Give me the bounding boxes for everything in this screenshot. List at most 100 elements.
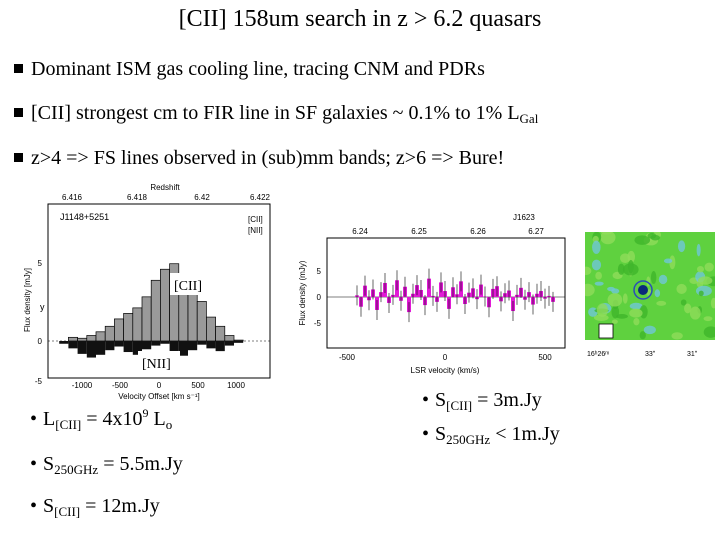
map-contour-blob [643,325,656,335]
map-contour-blob [654,289,661,298]
x-tick-label: -500 [339,353,356,362]
nii-bar [68,341,78,349]
x-tick-label: -1000 [72,381,93,390]
cii-bar [233,339,244,342]
map-contour-blob [656,300,667,306]
map-contour-blob [671,332,683,340]
spectrum-bars [59,263,244,358]
x-tick-label: 500 [538,353,552,362]
nii-bar [114,341,124,347]
stat-value: = 5.5m.Jy [98,453,183,475]
bullet-dot-icon: • [422,423,430,445]
stat-unit: L [148,408,166,430]
nii-bar [151,341,161,346]
j1623-spectrum-plot: J1623 6.24 6.25 6.26 6.27 Flux density (… [298,213,566,375]
x-axis-label: LSR velocity (km/s) [411,366,480,375]
annotation-bg [138,351,180,373]
map-tick-label: 33ʺ [645,350,656,358]
bullet-item: z>4 => FS lines observed in (sub)mm band… [14,147,504,170]
map-contour-blob [591,259,602,271]
map-contour-blob [696,243,701,257]
cii-bar [114,318,124,342]
map-background [585,232,715,340]
map-contour-blob [676,283,687,294]
stat-value: = 3m.Jy [472,389,542,411]
stat-value: < 1m.Jy [490,423,560,445]
cii-bar [132,307,143,342]
x-tick-label: -500 [112,381,129,390]
stat-symbol: S [435,423,447,445]
cii-bar [104,325,115,342]
x-tick-label: 0 [157,381,162,390]
bullet-subscript: Gal [519,111,539,126]
map-contour-blob [611,305,620,319]
map-contour-blob [629,302,643,310]
map-contour-blob [592,240,601,254]
map-contour-blob [588,307,598,317]
side-mark: y [40,302,45,312]
stat-item: • S[CII] = 12m.Jy [30,495,160,520]
map-contour-blob [689,306,701,320]
map-contour-blob [611,319,618,324]
nii-bar [77,341,87,354]
y-tick-label: 0 [317,293,322,302]
cii-bar [224,335,235,342]
cii-bar [68,336,78,342]
y-axis-label: Flux density (mJy) [298,260,307,325]
nii-annotation: [NII] [142,357,171,372]
x-tick-label: 1000 [227,381,245,390]
map-contour-blob [617,263,625,275]
map-tick-label: 31ʺ [687,350,698,358]
stat-subscript: [CII] [54,504,81,519]
map-contour-blob [704,262,714,272]
map-contour-blob [622,263,639,276]
stat-subscript: 250GHz [446,432,491,447]
nii-bar [105,341,115,351]
stat-item: • L[CII] = 4x109 Lo [30,406,172,433]
stat-symbol: S [43,453,55,475]
nii-bar [96,341,106,355]
map-contour-blob [680,299,687,306]
y-tick-label: 5 [317,267,322,276]
map-contour-blob [695,285,712,297]
object-name: J1623 [513,213,535,222]
bullet-text: Dominant ISM gas cooling line, tracing C… [31,58,485,80]
nii-bar [86,341,96,358]
stat-subscript: [CII] [446,398,473,413]
object-name: J1148+5251 [60,212,109,222]
map-contour-blob [633,317,640,326]
bullet-text: [CII] strongest cm to FIR line in SF gal… [31,102,520,124]
bullet-dot-icon: • [30,453,38,475]
cii-bar [95,331,106,342]
nii-bar [188,341,198,351]
redshift-axis-label: Redshift [150,183,180,192]
nii-bar [123,341,133,353]
map-contour-blob [634,235,651,245]
nii-bar [197,341,207,345]
y-axis-label: Flux density [mJy] [23,268,32,332]
map-contour-blob [658,274,668,285]
cii-bar [123,313,134,342]
map-contour-blob [703,316,713,322]
x-tick-label: 0 [443,353,448,362]
map-contour-blob [616,313,628,319]
annotation-bg [170,273,208,295]
square-bullet-icon [14,152,23,162]
map-contour-blob [703,326,719,338]
stat-symbol: S [435,389,447,411]
map-contour-blob [622,293,628,304]
cii-bar [196,301,207,342]
stat-item: • S250GHz < 1m.Jy [422,423,560,448]
x-tick-label: 500 [191,381,205,390]
source-contour [633,280,653,300]
map-contour-blob [596,303,608,318]
map-contour-blob [650,271,657,285]
nii-bar [169,341,179,353]
top-tick-label: 6.27 [528,227,544,236]
y-tick-label: 5 [38,259,43,268]
cii-nii-spectrum-plot: Redshift 6.416 6.418 6.42 6.422 J1148+52… [23,183,271,401]
square-bullet-icon [14,107,23,117]
bullet-item: [CII] strongest cm to FIR line in SF gal… [14,102,538,127]
nii-bar [224,341,234,346]
x-axis-label: Velocity Offset [km s⁻¹] [118,392,199,401]
